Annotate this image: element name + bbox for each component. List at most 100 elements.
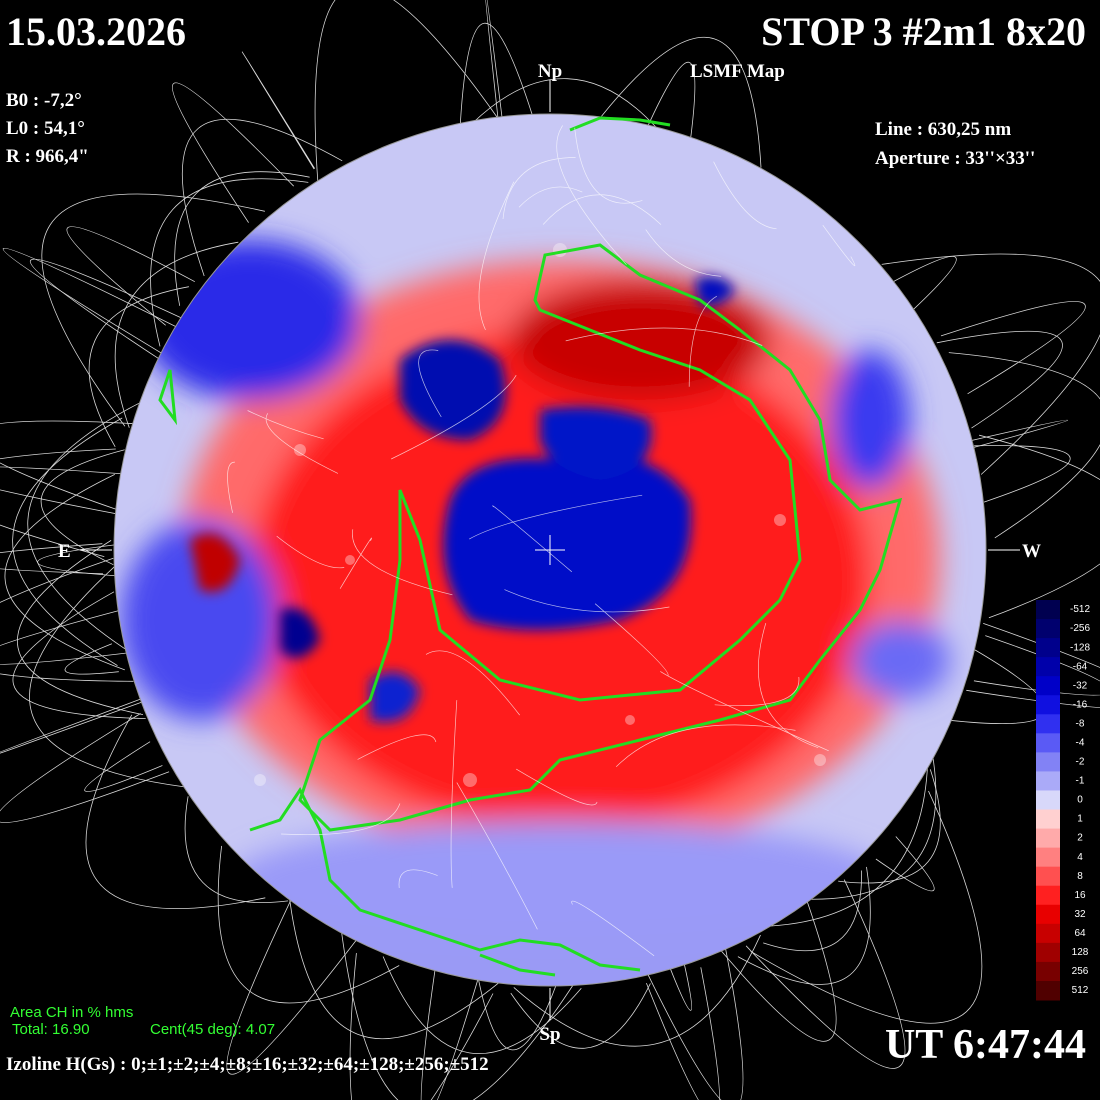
colorbar-swatch bbox=[1036, 733, 1060, 753]
field-line bbox=[420, 967, 480, 1100]
field-line bbox=[478, 980, 556, 1051]
field-line bbox=[226, 896, 360, 1075]
field-line bbox=[247, 410, 324, 440]
area-total: Total: 16.90 bbox=[12, 1021, 90, 1038]
field-line bbox=[340, 927, 577, 1100]
field-line bbox=[574, 127, 643, 204]
field-line bbox=[30, 258, 182, 359]
field-line bbox=[761, 758, 929, 927]
date: 15.03.2026 bbox=[6, 9, 186, 54]
field-line bbox=[66, 226, 195, 326]
colorbar-label: 16 bbox=[1074, 890, 1086, 901]
field-line bbox=[339, 537, 372, 589]
field-line bbox=[459, 22, 533, 125]
field-line bbox=[241, 51, 316, 170]
colorbar-label: -32 bbox=[1073, 680, 1088, 691]
field-line bbox=[646, 61, 696, 142]
colorbar-swatch bbox=[1036, 980, 1060, 1001]
center-cross bbox=[80, 80, 1020, 1020]
colorbar-swatch bbox=[1036, 619, 1060, 639]
south-label: Sp bbox=[539, 1024, 560, 1045]
field-line bbox=[40, 449, 125, 566]
field-line bbox=[502, 157, 576, 220]
field-line bbox=[518, 186, 583, 208]
colorbar-label: -4 bbox=[1076, 737, 1085, 748]
field-line bbox=[352, 529, 453, 596]
field-line bbox=[398, 869, 438, 889]
field-line bbox=[0, 466, 125, 515]
field-line bbox=[966, 419, 1068, 450]
colorbar-swatch bbox=[1036, 771, 1060, 791]
colorbar-label: -64 bbox=[1073, 661, 1088, 672]
field-line bbox=[281, 803, 401, 836]
field-line bbox=[456, 782, 538, 930]
colorbar-swatch bbox=[1036, 828, 1060, 849]
field-line bbox=[418, 349, 442, 418]
field-line bbox=[492, 505, 573, 573]
field-line bbox=[974, 445, 1071, 503]
area-title: Area CH in % hms bbox=[10, 1004, 133, 1021]
field-line bbox=[750, 790, 983, 1024]
field-line bbox=[513, 934, 761, 1047]
field-line bbox=[85, 714, 266, 910]
field-line bbox=[940, 301, 1086, 395]
colorbar-label: -128 bbox=[1070, 642, 1090, 653]
field-line bbox=[150, 178, 309, 347]
field-line bbox=[571, 900, 655, 957]
coronal-hole-contours bbox=[249, 116, 903, 977]
field-line bbox=[516, 768, 598, 806]
field-line bbox=[469, 494, 643, 540]
field-line bbox=[881, 253, 1100, 475]
field-line bbox=[936, 330, 1063, 429]
time: UT 6:47:44 bbox=[885, 1022, 1086, 1068]
field-line bbox=[737, 866, 871, 985]
field-line bbox=[889, 256, 957, 313]
colorbar-swatch bbox=[1036, 752, 1060, 772]
field-line bbox=[803, 751, 937, 900]
field-line bbox=[0, 543, 104, 575]
field-line bbox=[357, 734, 437, 760]
colorbar-swatch bbox=[1036, 866, 1060, 887]
field-line bbox=[12, 417, 123, 666]
subtitle: LSMF Map bbox=[690, 61, 785, 82]
field-line bbox=[425, 650, 520, 716]
colorbar: -512 -256 -128 -64 -32 -16 -8 -4 -2 -1 0 1 2 4 8 16 32 64… bbox=[1036, 600, 1090, 1001]
field-line bbox=[174, 171, 310, 306]
param: B0 : -7,2° bbox=[6, 90, 82, 111]
field-line bbox=[265, 413, 339, 474]
field-line bbox=[114, 241, 239, 428]
field-line bbox=[349, 953, 494, 1100]
field-line bbox=[171, 82, 294, 223]
field-line bbox=[875, 836, 935, 892]
field-line bbox=[745, 879, 906, 1069]
colorbar-swatch bbox=[1036, 961, 1060, 982]
field-line bbox=[382, 956, 582, 1055]
field-line bbox=[184, 796, 289, 903]
field-line bbox=[0, 420, 136, 511]
instrument: Aperture : 33''×33'' bbox=[875, 148, 1035, 169]
field-line bbox=[713, 161, 777, 230]
colorbar-swatch bbox=[1036, 600, 1060, 620]
field-line bbox=[979, 434, 1100, 619]
colorbar-swatch bbox=[1036, 809, 1060, 830]
colorbar-swatch bbox=[1036, 904, 1060, 925]
field-line bbox=[478, 181, 515, 331]
field-line bbox=[542, 194, 662, 225]
colorbar-label: -8 bbox=[1076, 718, 1085, 729]
colorbar-label: 0 bbox=[1077, 795, 1083, 806]
field-line bbox=[217, 845, 400, 1004]
colorbar-label: 64 bbox=[1074, 928, 1086, 939]
colorbar-swatch bbox=[1036, 885, 1060, 906]
instrument: Line : 630,25 nm bbox=[875, 119, 1011, 140]
field-line bbox=[0, 697, 146, 754]
colorbar-swatch bbox=[1036, 790, 1060, 811]
title: STOP 3 #2m1 8x20 bbox=[761, 9, 1086, 54]
izoline: Izoline H(Gs) : 0;±1;±2;±4;±8;±16;±32;±6… bbox=[6, 1054, 489, 1075]
colorbar-label: -1 bbox=[1076, 776, 1085, 787]
field-line bbox=[822, 224, 856, 267]
field-line bbox=[504, 589, 670, 613]
field-line bbox=[717, 896, 837, 1042]
field-line bbox=[288, 891, 506, 1040]
